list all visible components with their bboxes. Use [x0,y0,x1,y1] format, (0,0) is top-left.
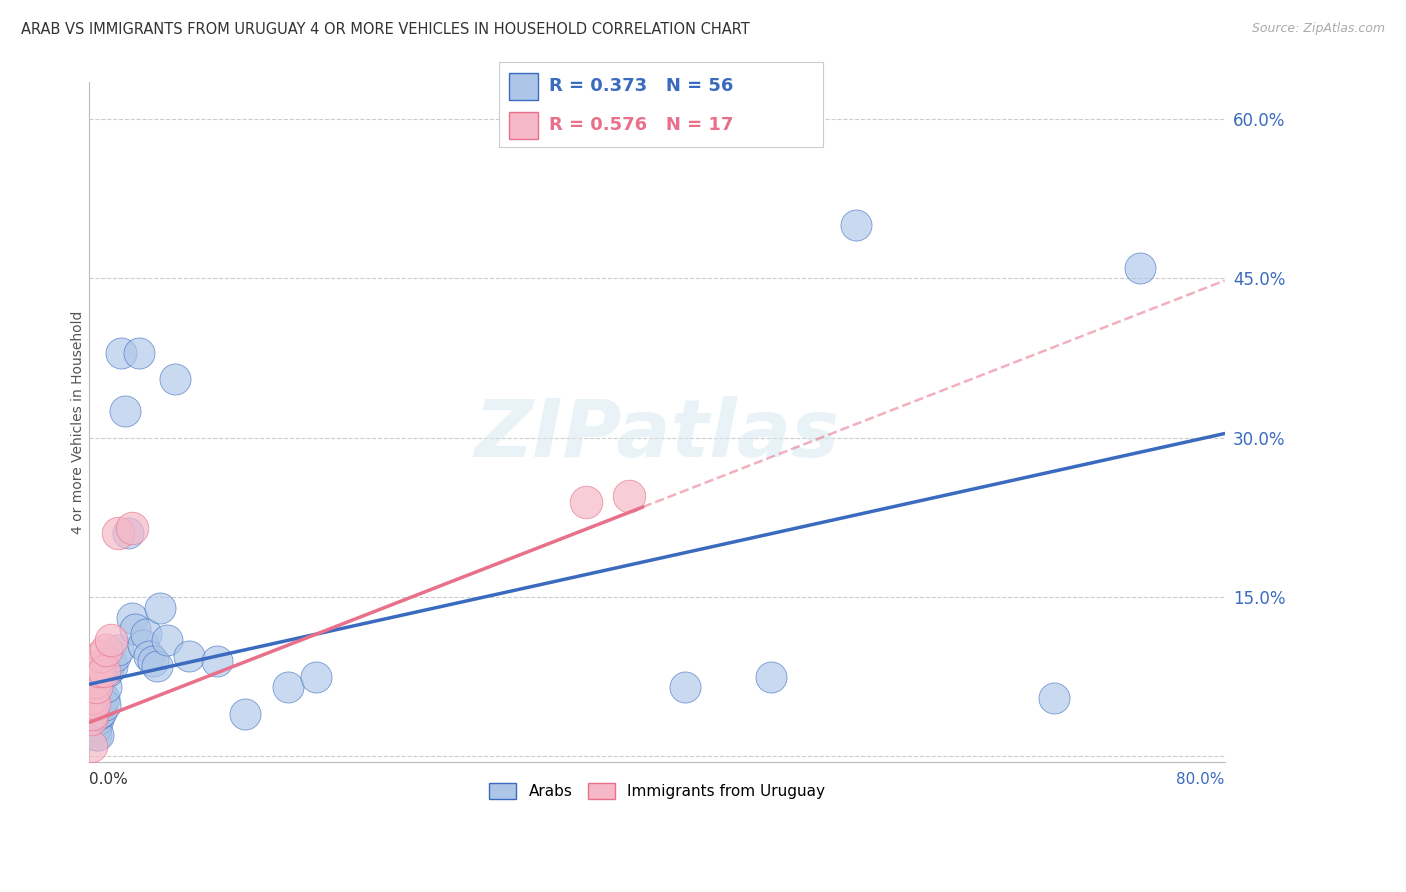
Point [142,654,165,668]
Point [82,717,104,731]
Point [83,701,105,715]
Point [86,686,108,700]
Point [673,681,696,695]
Point [575,494,598,508]
Point [177,648,200,663]
Point [205,654,228,668]
Point [90,705,112,719]
Point [107,526,129,541]
Point [107,643,129,657]
FancyBboxPatch shape [509,112,538,139]
Text: Source: ZipAtlas.com: Source: ZipAtlas.com [1251,22,1385,36]
Point [80,691,103,706]
Point [86,706,108,721]
Point [87,659,110,673]
Point [87,696,110,710]
Point [305,670,328,684]
Point [163,372,186,386]
Point [100,654,122,668]
Point [86,681,108,695]
Point [82,706,104,721]
Point [1129,260,1152,275]
Point [93,691,115,706]
Point [83,717,105,731]
Point [277,681,299,695]
Point [82,691,104,706]
Point [149,600,172,615]
Point [91,696,114,710]
Point [84,675,107,690]
Point [110,345,132,359]
Point [80,712,103,726]
Point [96,643,118,657]
Point [135,627,157,641]
Point [83,696,105,710]
Point [87,728,110,742]
Point [104,648,127,663]
Point [86,728,108,742]
Point [121,611,143,625]
Point [82,712,104,726]
Point [156,632,179,647]
Point [132,638,155,652]
Point [759,670,782,684]
Point [138,648,160,663]
Point [100,632,122,647]
Point [94,698,117,713]
Text: R = 0.373   N = 56: R = 0.373 N = 56 [550,78,734,95]
Point [1043,691,1066,706]
Point [117,526,139,541]
Point [146,659,169,673]
Text: ZIPatlas: ZIPatlas [475,396,839,475]
Point [83,686,105,700]
Point [90,688,112,702]
Point [93,665,115,679]
Point [90,648,112,663]
Point [124,622,146,636]
Point [128,345,150,359]
Point [89,706,111,721]
Point [80,739,103,753]
Point [84,691,107,706]
Y-axis label: 4 or more Vehicles in Household: 4 or more Vehicles in Household [72,310,86,533]
Text: ARAB VS IMMIGRANTS FROM URUGUAY 4 OR MORE VEHICLES IN HOUSEHOLD CORRELATION CHAR: ARAB VS IMMIGRANTS FROM URUGUAY 4 OR MOR… [21,22,749,37]
Point [97,665,120,679]
Point [87,712,110,726]
Point [89,686,111,700]
Point [96,681,118,695]
Point [83,723,105,737]
Point [80,706,103,721]
Point [89,665,111,679]
Point [121,521,143,535]
Text: 0.0%: 0.0% [90,772,128,787]
Text: R = 0.576   N = 17: R = 0.576 N = 17 [550,116,734,134]
Legend: Arabs, Immigrants from Uruguay: Arabs, Immigrants from Uruguay [482,777,831,805]
Point [101,659,124,673]
Point [114,404,136,418]
Point [235,706,257,721]
Point [617,489,640,503]
Text: 80.0%: 80.0% [1177,772,1225,787]
Point [84,723,107,737]
Point [845,219,868,233]
FancyBboxPatch shape [509,72,538,100]
Point [82,696,104,710]
Point [84,709,107,723]
Point [86,720,108,734]
